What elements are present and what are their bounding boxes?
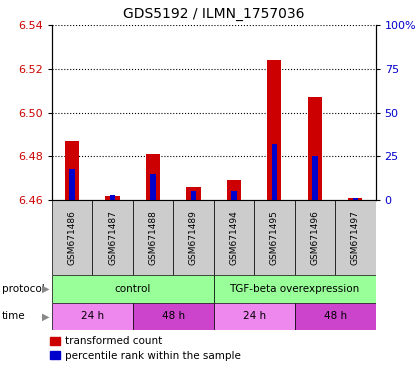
Text: 48 h: 48 h: [324, 311, 347, 321]
Text: GSM671488: GSM671488: [149, 210, 158, 265]
Text: GSM671496: GSM671496: [310, 210, 320, 265]
Text: protocol: protocol: [2, 284, 45, 294]
Bar: [308, 97, 322, 200]
Bar: [272, 144, 277, 200]
Text: time: time: [2, 311, 26, 321]
Bar: [110, 195, 115, 200]
Text: ▶: ▶: [42, 284, 50, 294]
Bar: [295, 303, 376, 330]
Bar: [214, 275, 376, 303]
Text: 24 h: 24 h: [243, 311, 266, 321]
Bar: [186, 187, 200, 200]
Text: GSM671497: GSM671497: [351, 210, 360, 265]
Bar: [133, 200, 173, 275]
Text: GSM671486: GSM671486: [68, 210, 77, 265]
Title: GDS5192 / ILMN_1757036: GDS5192 / ILMN_1757036: [123, 7, 305, 21]
Bar: [52, 303, 133, 330]
Legend: transformed count, percentile rank within the sample: transformed count, percentile rank withi…: [49, 336, 242, 362]
Bar: [231, 191, 237, 200]
Bar: [65, 141, 79, 200]
Text: TGF-beta overexpression: TGF-beta overexpression: [229, 284, 360, 294]
Text: 24 h: 24 h: [81, 311, 104, 321]
Bar: [335, 200, 376, 275]
Text: GSM671487: GSM671487: [108, 210, 117, 265]
Bar: [254, 200, 295, 275]
Text: ▶: ▶: [42, 311, 50, 321]
Bar: [52, 275, 214, 303]
Text: GSM671489: GSM671489: [189, 210, 198, 265]
Bar: [227, 180, 241, 200]
Bar: [348, 198, 362, 200]
Bar: [150, 174, 156, 200]
Bar: [191, 191, 196, 200]
Bar: [93, 200, 133, 275]
Bar: [173, 200, 214, 275]
Bar: [214, 200, 254, 275]
Text: GSM671494: GSM671494: [229, 210, 239, 265]
Bar: [214, 303, 295, 330]
Bar: [295, 200, 335, 275]
Bar: [267, 60, 281, 200]
Bar: [105, 196, 120, 200]
Bar: [133, 303, 214, 330]
Text: GSM671495: GSM671495: [270, 210, 279, 265]
Bar: [52, 200, 93, 275]
Bar: [312, 156, 317, 200]
Bar: [69, 169, 75, 200]
Bar: [146, 154, 160, 200]
Bar: [353, 198, 358, 200]
Text: 48 h: 48 h: [162, 311, 185, 321]
Text: control: control: [115, 284, 151, 294]
